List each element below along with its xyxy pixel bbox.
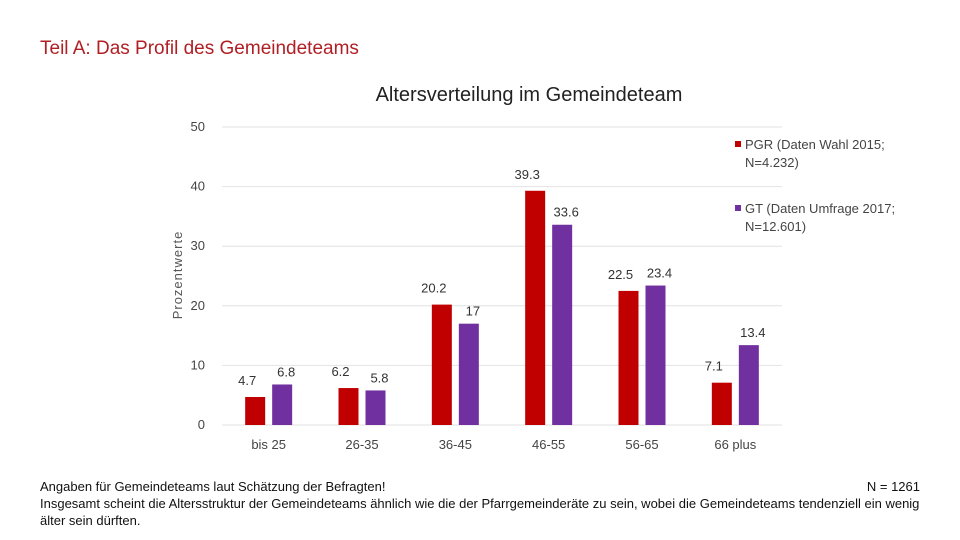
- footer-line-1: Angaben für Gemeindeteams laut Schätzung…: [40, 479, 386, 494]
- y-tick-label-1: 10: [191, 357, 205, 372]
- y-tick-label-3: 30: [191, 238, 205, 253]
- data-label-gt-0: 6.8: [277, 364, 295, 379]
- legend-item-pgr: PGR (Daten Wahl 2015; N=4.232): [735, 136, 935, 172]
- data-label-pgr-1: 6.2: [331, 364, 349, 379]
- bar-gt-2: [458, 323, 479, 425]
- bar-pgr-1: [338, 388, 359, 425]
- x-axis-ticks: bis 25 26-35 36-45 46-55 56-65 66 plus: [251, 437, 756, 452]
- x-tick-label-0: bis 25: [251, 437, 286, 452]
- x-tick-label-5: 66 plus: [714, 437, 756, 452]
- bar-pgr-2: [431, 304, 452, 425]
- x-tick-label-2: 36-45: [439, 437, 472, 452]
- y-tick-label-2: 20: [191, 298, 205, 313]
- data-label-pgr-0: 4.7: [238, 373, 256, 388]
- bar-gt-0: [272, 384, 293, 425]
- legend-swatch-gt: [735, 205, 741, 211]
- chart-title: Altersverteilung im Gemeindeteam: [375, 84, 683, 106]
- y-tick-label-0: 0: [198, 417, 205, 432]
- data-label-gt-5: 13.4: [740, 325, 765, 340]
- bar-pgr-0: [245, 396, 266, 425]
- data-label-pgr-3: 39.3: [515, 167, 540, 182]
- data-label-pgr-2: 20.2: [421, 281, 446, 296]
- legend-item-gt: GT (Daten Umfrage 2017; N=12.601): [735, 200, 935, 236]
- y-axis-label: Prozentwerte: [170, 231, 185, 320]
- chart-bars: [245, 190, 759, 425]
- bar-gt-4: [645, 285, 666, 425]
- data-label-gt-3: 33.6: [554, 205, 579, 220]
- chart-grid: [222, 126, 782, 426]
- bar-pgr-4: [618, 290, 639, 425]
- data-labels: 4.7 6.8 6.2 5.8 20.2 17 39.3 33.6 22.5 23.4 7.1 13.…: [238, 167, 765, 388]
- legend-swatch-pgr: [735, 141, 741, 147]
- data-label-gt-1: 5.8: [370, 370, 388, 385]
- chart-legend-2: GT (Daten Umfrage 2017; N=12.601): [735, 200, 935, 236]
- bar-gt-3: [552, 224, 573, 425]
- bar-pgr-3: [525, 190, 546, 425]
- y-tick-label-5: 50: [191, 119, 205, 134]
- legend-label-gt: GT (Daten Umfrage 2017; N=12.601): [745, 201, 896, 234]
- legend-label-pgr: PGR (Daten Wahl 2015; N=4.232): [745, 137, 885, 170]
- bar-gt-1: [365, 390, 386, 425]
- page-title: Teil A: Das Profil des Gemeindeteams: [40, 38, 359, 59]
- data-label-pgr-5: 7.1: [705, 359, 723, 374]
- chart-legend: PGR (Daten Wahl 2015; N=4.232): [735, 136, 935, 172]
- bar-gt-5: [738, 345, 759, 425]
- footer-line-2: Insgesamt scheint die Altersstruktur der…: [40, 496, 920, 528]
- bar-pgr-5: [711, 382, 732, 425]
- data-label-gt-4: 23.4: [647, 266, 672, 281]
- data-label-gt-2: 17: [466, 304, 480, 319]
- x-tick-label-1: 26-35: [345, 437, 378, 452]
- footer-notes: N = 1261 Angaben für Gemeindeteams laut …: [40, 478, 920, 529]
- y-tick-label-4: 40: [191, 179, 205, 194]
- x-tick-label-3: 46-55: [532, 437, 565, 452]
- data-label-pgr-4: 22.5: [608, 267, 633, 282]
- sample-size: N = 1261: [866, 479, 920, 494]
- y-axis-ticks: 0 10 20 30 40 50: [191, 119, 205, 432]
- x-tick-label-4: 56-65: [625, 437, 658, 452]
